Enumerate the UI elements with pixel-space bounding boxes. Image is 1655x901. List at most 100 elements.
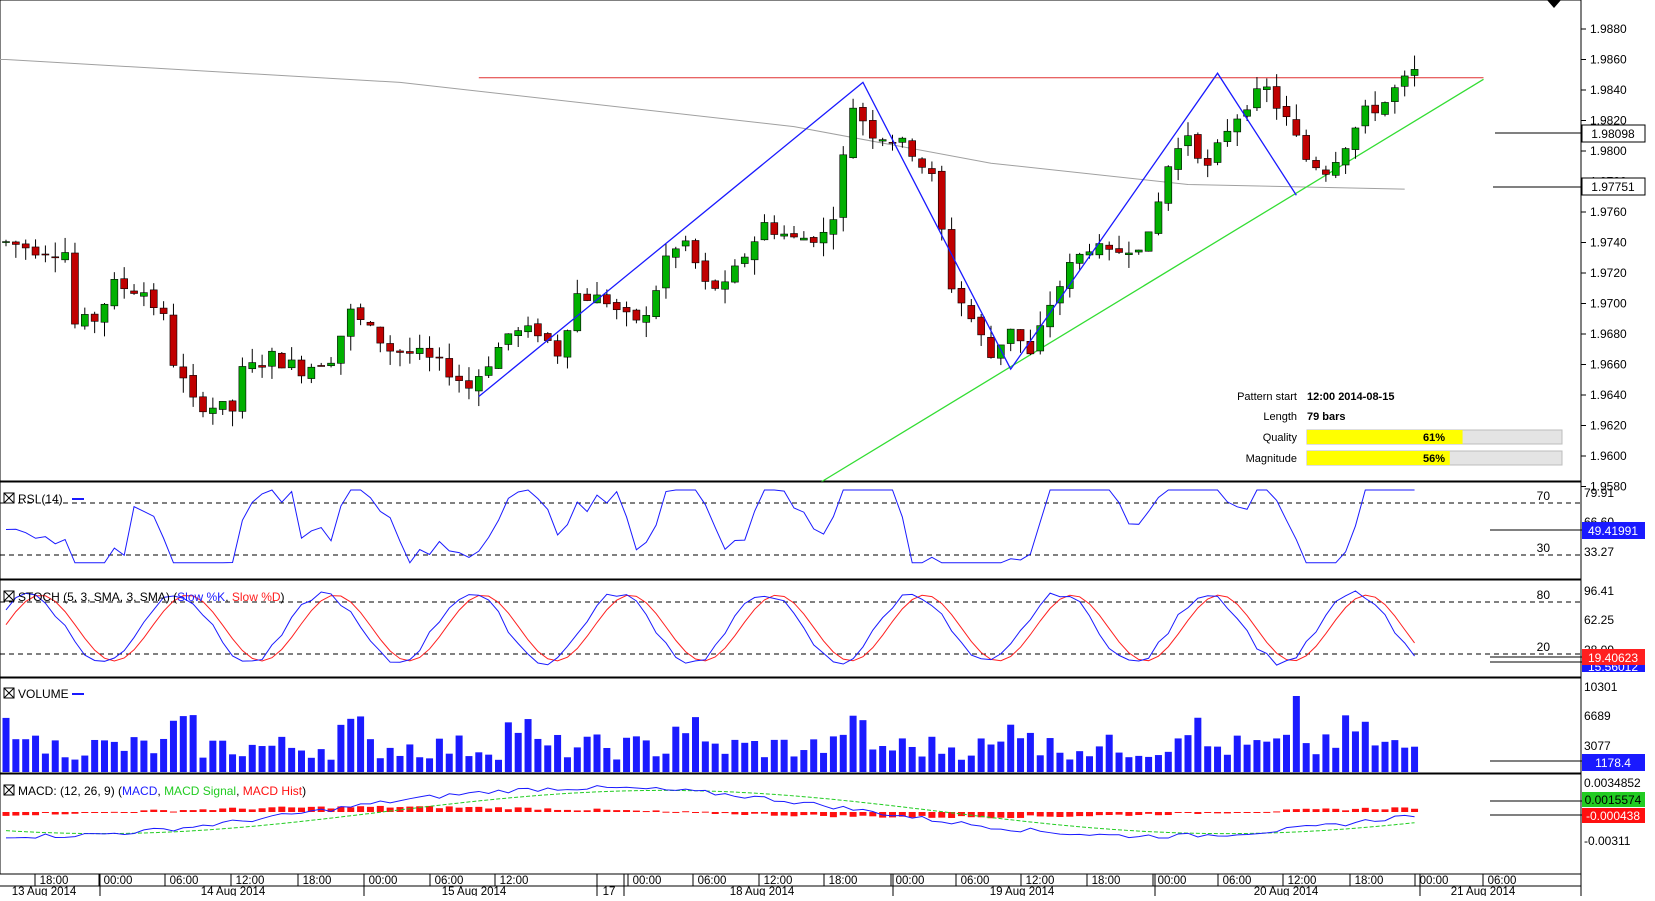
price-tick-label: 1.9660 — [1590, 358, 1627, 372]
macd-hist-bar — [209, 810, 217, 812]
macd-hist-bar — [386, 807, 394, 812]
macd-hist-bar — [504, 809, 512, 812]
candle-body — [31, 246, 40, 256]
volume-bar — [386, 747, 394, 772]
time-hour-label: 12:00 — [500, 875, 529, 887]
macd-hist-bar — [859, 812, 867, 816]
candle-body — [110, 279, 119, 307]
volume-close-icon[interactable] — [3, 687, 15, 699]
candle-body — [553, 340, 562, 357]
current-price-tag: 1.98098 — [1591, 127, 1635, 141]
macd-hist-bar — [22, 812, 30, 816]
macd-hist-bar — [1125, 812, 1133, 816]
candle-body — [484, 366, 493, 376]
volume-bar — [1391, 740, 1399, 772]
volume-bar — [1214, 746, 1222, 772]
pattern-info-box: Pattern start 12:00 2014-08-15 Length 79… — [1237, 391, 1563, 466]
candle-body — [1066, 262, 1074, 289]
stoch-close-icon[interactable] — [3, 590, 15, 602]
volume-bar — [268, 745, 276, 772]
time-hour-label: 18:00 — [1355, 875, 1384, 887]
macd-hist-bar — [1292, 809, 1300, 812]
volume-bar — [1381, 741, 1389, 772]
price-tick-label: 1.9700 — [1590, 297, 1627, 311]
candle-body — [1174, 148, 1182, 170]
volume-bar — [1322, 734, 1330, 772]
macd-hist-bar — [475, 806, 483, 812]
candle-body — [1391, 87, 1399, 102]
candle-body — [1115, 248, 1123, 253]
volume-bar — [839, 734, 847, 772]
macd-hist-bar — [603, 809, 611, 812]
macd-hist-bar — [672, 811, 680, 813]
rsi-level-30: 30 — [1537, 541, 1551, 555]
volume-bar — [258, 746, 266, 772]
macd-hist-bar — [593, 808, 601, 812]
volume-bar — [829, 736, 837, 772]
macd-hist-bar — [701, 811, 709, 813]
candle-body — [248, 362, 257, 370]
macd-hist-bar — [1371, 809, 1379, 812]
candle-body — [1203, 158, 1212, 166]
candle-body — [1164, 166, 1173, 204]
macd-hist-bar — [829, 812, 837, 818]
candle-body — [937, 170, 946, 230]
macd-close-icon[interactable] — [3, 784, 15, 796]
volume-bar — [800, 750, 808, 772]
candle-body — [671, 248, 680, 258]
magnitude-bar-fill — [1307, 451, 1450, 465]
volume-bar — [1401, 747, 1409, 772]
volume-bar — [248, 744, 256, 772]
volume-bar — [1253, 740, 1261, 772]
rsi-close-icon[interactable] — [3, 492, 15, 504]
volume-bar — [1066, 759, 1074, 772]
macd-hist-bar — [455, 807, 463, 812]
candle-body — [563, 330, 572, 358]
time-hour-label: 18:00 — [1092, 875, 1121, 887]
macd-hist-bar — [1174, 812, 1182, 813]
scroll-marker-icon[interactable] — [1547, 0, 1561, 8]
candle-body — [41, 253, 50, 256]
volume-bar — [613, 759, 621, 772]
macd-hist-bar — [613, 810, 621, 812]
stoch-tick-2: 62.25 — [1584, 613, 1614, 627]
volume-bar — [593, 734, 601, 772]
volume-bar — [514, 732, 522, 772]
candle-body — [81, 314, 89, 327]
volume-bar — [426, 758, 434, 772]
level-price-tag: 1.97751 — [1591, 180, 1635, 194]
length-label: Length — [1263, 411, 1297, 423]
candle-body — [977, 316, 985, 336]
volume-bar — [1243, 744, 1251, 772]
volume-bar — [1351, 731, 1359, 772]
macd-hist-bar — [662, 811, 670, 813]
candle-body — [731, 265, 739, 283]
time-hour-label: 06:00 — [435, 875, 464, 887]
candle-body — [169, 314, 178, 366]
candle-body — [209, 407, 217, 414]
candle-body — [583, 293, 591, 301]
volume-bar — [563, 757, 571, 772]
volume-bar — [61, 757, 69, 772]
volume-bar — [820, 752, 828, 772]
volume-bar — [81, 755, 89, 772]
candle-body — [1312, 160, 1320, 169]
macd-hist-bar — [573, 810, 581, 812]
rsi-polyline — [5, 489, 1415, 564]
volume-bar — [445, 753, 453, 772]
time-hour-label: 06:00 — [1488, 875, 1517, 887]
candle-body — [130, 290, 138, 294]
macd-hist-bar — [396, 807, 404, 812]
volume-bar — [22, 739, 30, 772]
macd-hist-bar — [1145, 812, 1153, 814]
candle-body — [494, 347, 503, 369]
candle-body — [1036, 325, 1045, 352]
volume-bar — [485, 754, 493, 772]
pattern-polyline — [478, 72, 1297, 398]
candle-body — [1213, 142, 1222, 163]
macd-hist-bar — [495, 807, 502, 812]
candle-body — [327, 362, 335, 367]
volume-bar — [869, 749, 877, 772]
volume-bar — [1184, 735, 1192, 772]
